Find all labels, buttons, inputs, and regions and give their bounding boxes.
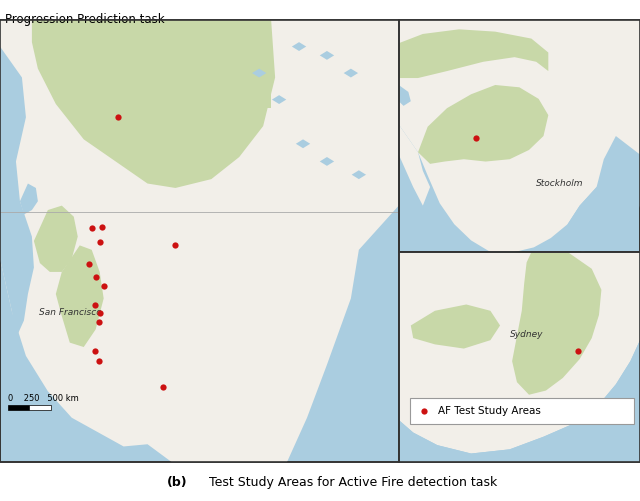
Bar: [0, 20, 399, 462]
Polygon shape: [399, 20, 640, 252]
Bar: [0, 20, 399, 462]
Text: AF Test Study Areas: AF Test Study Areas: [438, 406, 541, 416]
Text: Sydney: Sydney: [509, 331, 543, 339]
Polygon shape: [399, 124, 430, 205]
Polygon shape: [399, 340, 640, 462]
Polygon shape: [344, 69, 358, 78]
Polygon shape: [320, 157, 334, 166]
Bar: [29, 405, 51, 410]
Bar: [410, 398, 634, 424]
Bar: [399, 252, 640, 462]
Polygon shape: [399, 85, 411, 106]
Polygon shape: [100, 91, 211, 131]
Polygon shape: [399, 30, 548, 78]
Bar: [399, 20, 640, 252]
Polygon shape: [568, 136, 640, 252]
Text: Stockholm: Stockholm: [536, 179, 584, 188]
Text: 0    250   500 km: 0 250 500 km: [8, 394, 79, 403]
Bar: [8, 405, 29, 410]
Polygon shape: [272, 95, 286, 104]
Polygon shape: [56, 245, 104, 347]
Polygon shape: [512, 252, 602, 395]
Text: Progression Prediction task: Progression Prediction task: [5, 13, 164, 26]
Text: San Francisco: San Francisco: [39, 308, 102, 317]
Polygon shape: [20, 183, 38, 214]
Text: Test Study Areas for Active Fire detection task: Test Study Areas for Active Fire detecti…: [205, 476, 497, 489]
Polygon shape: [0, 20, 399, 462]
Polygon shape: [399, 252, 640, 453]
Polygon shape: [215, 82, 271, 108]
Polygon shape: [351, 170, 366, 179]
Bar: [399, 20, 640, 252]
Polygon shape: [32, 20, 275, 188]
Polygon shape: [0, 47, 34, 338]
Polygon shape: [252, 69, 266, 78]
Polygon shape: [296, 139, 310, 148]
Polygon shape: [34, 205, 77, 272]
Polygon shape: [411, 305, 500, 349]
Bar: [399, 252, 640, 462]
Polygon shape: [320, 51, 334, 60]
Polygon shape: [418, 85, 548, 164]
Text: (b): (b): [166, 476, 187, 489]
Polygon shape: [292, 42, 306, 51]
